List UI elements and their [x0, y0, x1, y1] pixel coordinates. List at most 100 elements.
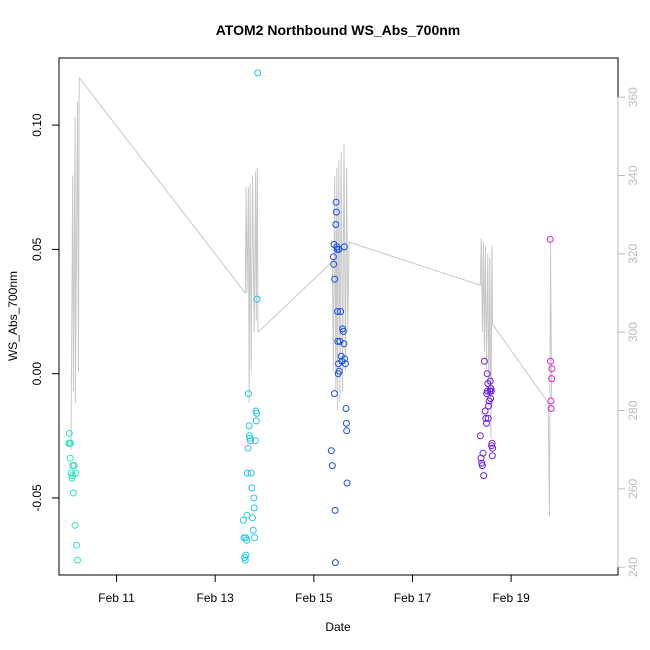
data-point [253, 295, 261, 303]
data-point [487, 395, 495, 402]
data-point [487, 387, 495, 395]
data-point [244, 444, 252, 452]
data-point [247, 437, 254, 445]
data-point [548, 365, 556, 373]
y-tick-label: -0.05 [30, 484, 44, 512]
data-point [481, 407, 489, 415]
data-point [245, 432, 253, 440]
data-point [332, 221, 340, 228]
y-axis-label: WS_Abs_700nm [6, 271, 20, 361]
data-point [248, 484, 256, 492]
data-point [334, 337, 342, 345]
data-point [488, 452, 496, 460]
data-point [485, 402, 492, 410]
x-tick-label: Feb 17 [394, 591, 432, 605]
data-point [242, 534, 250, 542]
data-point [341, 355, 349, 363]
data-point [484, 414, 492, 422]
data-point [327, 447, 335, 455]
x-tick-label: Feb 13 [197, 591, 235, 605]
data-point [330, 260, 338, 268]
data-point [66, 454, 74, 462]
data-point [65, 429, 73, 437]
points-layer [65, 69, 556, 567]
data-point [480, 357, 488, 365]
data-point [245, 422, 253, 430]
data-point [487, 385, 495, 393]
data-point [331, 506, 339, 514]
x-tick-label: Feb 11 [98, 591, 135, 605]
data-point [476, 432, 484, 440]
data-point [334, 308, 341, 315]
x-tick-label: Feb 19 [492, 591, 530, 605]
data-point [67, 439, 75, 447]
data-point [241, 556, 249, 564]
data-point [335, 245, 343, 253]
x-tick-label: Feb 15 [295, 591, 333, 605]
data-point [239, 516, 247, 524]
data-point [74, 556, 81, 564]
data-point [341, 360, 349, 368]
data-point [69, 489, 77, 497]
data-point [249, 514, 256, 522]
data-point [331, 559, 339, 567]
data-point [330, 390, 338, 398]
data-point [68, 474, 76, 482]
x-axis-label: Date [325, 620, 351, 634]
y-axis-left: 0.10 0.05 0.00 -0.05 [30, 113, 60, 512]
data-point [243, 511, 251, 519]
data-point [480, 472, 488, 480]
data-point [73, 541, 80, 549]
data-point [483, 370, 491, 378]
data-point [343, 479, 351, 487]
data-point [547, 357, 554, 365]
data-point [483, 419, 490, 427]
chart-title: ATOM2 Northbound WS_Abs_700nm [216, 22, 461, 38]
data-point [340, 243, 348, 251]
y2-tick-label: 240 [626, 557, 640, 577]
y2-tick-label: 260 [626, 479, 640, 499]
data-point [482, 414, 490, 422]
x-axis: Feb 11 Feb 13 Feb 15 Feb 17 Feb 19 [98, 574, 530, 605]
data-point [254, 69, 262, 77]
y-axis-right: 360 340 320 300 280 260 240 [617, 87, 640, 577]
data-point [250, 504, 258, 512]
data-point [332, 198, 340, 206]
data-point [547, 397, 555, 405]
data-point [479, 449, 487, 457]
y2-tick-label: 300 [626, 322, 640, 342]
data-point [244, 390, 252, 398]
data-point [342, 419, 350, 427]
right-axis-line-series [70, 76, 553, 517]
y2-tick-label: 320 [626, 244, 640, 264]
y2-tick-label: 280 [626, 400, 640, 420]
data-point [70, 462, 78, 470]
data-point [243, 469, 251, 477]
y-tick-label: 0.10 [30, 113, 44, 137]
data-point [249, 526, 257, 534]
data-point [340, 340, 348, 348]
data-point [486, 377, 494, 385]
data-point [335, 367, 343, 375]
y2-tick-label: 340 [626, 165, 640, 185]
y2-tick-label: 360 [626, 87, 640, 107]
data-point [329, 253, 337, 261]
data-point [251, 437, 259, 445]
data-point [489, 444, 497, 452]
data-point [252, 417, 260, 425]
data-point [331, 275, 339, 283]
data-point [548, 375, 556, 383]
data-point [332, 208, 340, 216]
data-point [546, 235, 554, 243]
data-point [251, 534, 259, 542]
data-point [337, 308, 345, 315]
data-point [478, 462, 486, 470]
data-point [71, 521, 79, 529]
data-point [250, 494, 258, 502]
plot-frame [58, 57, 619, 576]
y-tick-label: 0.00 [30, 362, 44, 386]
data-point [343, 427, 351, 435]
data-point [342, 405, 350, 412]
line-series-layer [70, 76, 553, 517]
